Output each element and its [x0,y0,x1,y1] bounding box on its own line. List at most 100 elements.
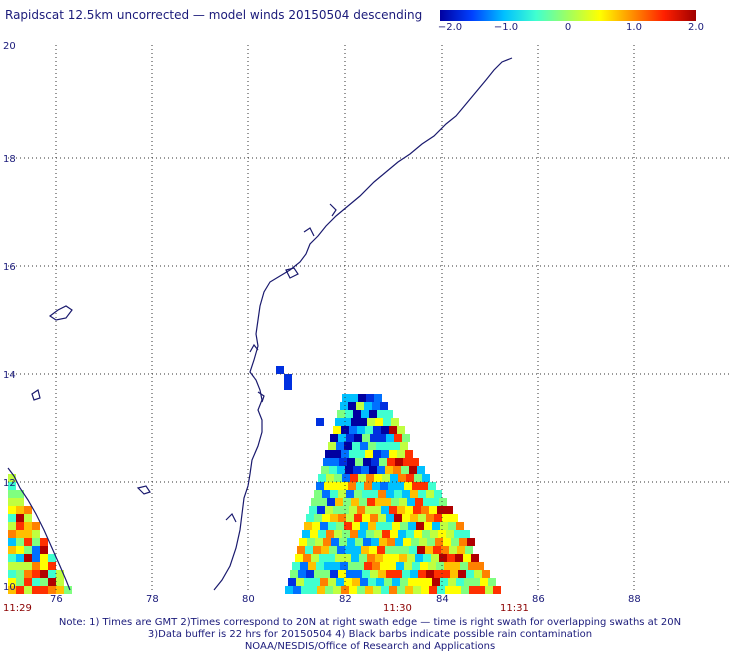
wind-cell [348,562,356,570]
wind-cell [393,466,401,474]
wind-cell [382,530,390,538]
wind-cell [316,482,324,490]
wind-cell [351,498,359,506]
wind-cell [454,530,462,538]
wind-cell [381,450,389,458]
wind-cell [375,554,383,562]
wind-cell [419,538,427,546]
wind-cell [407,498,415,506]
wind-cell [48,562,56,570]
wind-cell [312,578,320,586]
wind-cell [411,458,419,466]
lat-label-12: 12 [3,478,16,489]
wind-cell [366,474,374,482]
wind-cell [433,546,441,554]
wind-cell [312,522,320,530]
wind-cell [349,506,357,514]
wind-cell [421,586,429,594]
wind-cell [356,562,364,570]
wind-cell [348,402,356,410]
wind-cell [370,514,378,522]
wind-cell [32,530,40,538]
wind-cell [376,522,384,530]
wind-cell [24,538,32,546]
wind-cell [16,490,24,498]
wind-cell [342,530,350,538]
wind-cell [361,410,369,418]
wind-cell [368,522,376,530]
wind-cell [342,394,350,402]
wind-cell [374,530,382,538]
wind-cell [445,506,453,514]
wind-cell [376,578,384,586]
wind-cell [384,578,392,586]
wind-cell [284,374,292,382]
wind-cell [485,586,493,594]
wind-cell [440,522,448,530]
wind-cell [448,522,456,530]
wind-cell [24,562,32,570]
wind-cell [391,418,399,426]
wind-cell [378,570,386,578]
wind-cell [296,578,304,586]
wind-cell [24,514,32,522]
wind-cell [346,570,354,578]
wind-cell [365,426,373,434]
wind-cell [376,442,384,450]
wind-cell [404,482,412,490]
wind-cell [333,586,341,594]
wind-cell [400,522,408,530]
wind-cell [329,466,337,474]
wind-cell [444,562,452,570]
note-line-3: NOAA/NESDIS/Office of Research and Appli… [244,641,496,652]
wind-cell [337,546,345,554]
wind-cell [358,474,366,482]
wind-cell [8,570,16,578]
wind-cell [380,402,388,410]
wind-cell [443,538,451,546]
note-line-1: Note: 1) Times are GMT 2)Times correspon… [58,617,682,628]
wind-cell [450,514,458,522]
wind-cell [342,474,350,482]
wind-cell [386,434,394,442]
wind-cell [459,538,467,546]
wind-cell [330,490,338,498]
wind-cell [24,506,32,514]
wind-cell [367,418,375,426]
color-scale-label-max: 2.0 [688,22,704,33]
wind-cell [297,546,305,554]
wind-cell [465,546,473,554]
wind-cell [462,530,470,538]
wind-cell [354,514,362,522]
wind-cell [402,570,410,578]
wind-cell [378,434,386,442]
wind-cell [472,578,480,586]
wind-cell [469,586,477,594]
wind-cell [334,530,342,538]
wind-cell [333,426,341,434]
wind-cell [391,498,399,506]
wind-cell [397,450,405,458]
wind-cell [373,450,381,458]
wind-cell [426,570,434,578]
wind-cell [343,418,351,426]
wind-cell [373,586,381,594]
wind-cell [413,506,421,514]
wind-cell [414,530,422,538]
wind-cell [330,434,338,442]
wind-cell [338,570,346,578]
wind-cell [388,562,396,570]
wind-cell [456,522,464,530]
wind-cell [379,458,387,466]
wind-cell [8,474,16,482]
wind-cell [377,546,385,554]
wind-cell [383,418,391,426]
wind-cell [325,506,333,514]
wind-cell [345,546,353,554]
wind-cell [480,578,488,586]
wind-cell [482,570,490,578]
wind-cell [335,498,343,506]
wind-cell [409,546,417,554]
wind-cell [418,490,426,498]
wind-cell [350,530,358,538]
